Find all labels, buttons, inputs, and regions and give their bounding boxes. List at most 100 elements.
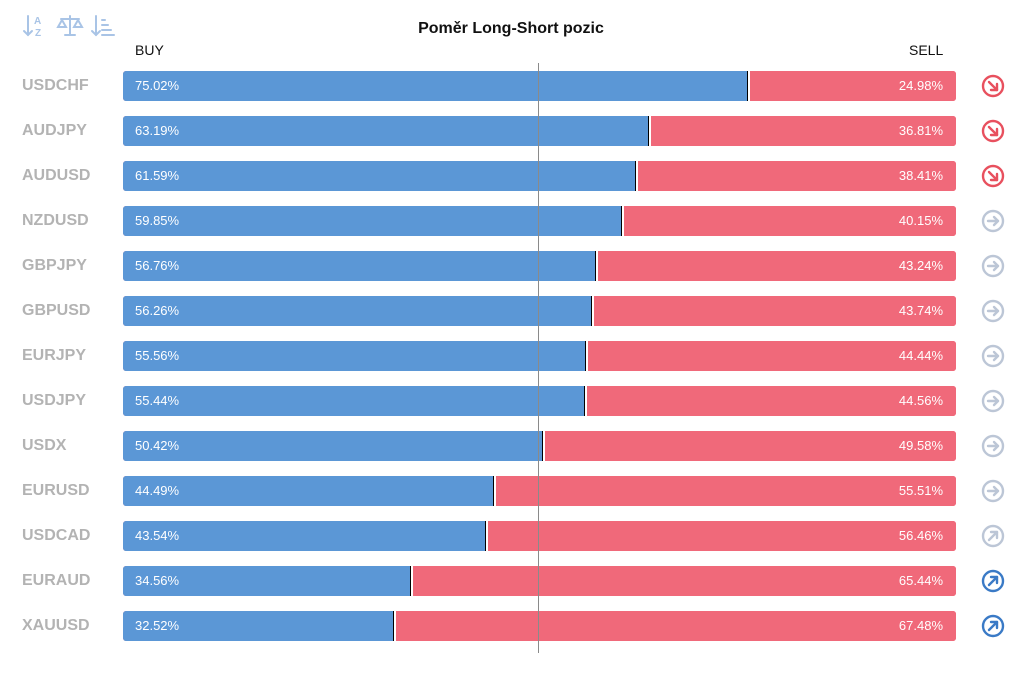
bar-row: AUDUSD 61.59% 38.41% [0,153,1022,198]
buy-value-label: 56.26% [135,303,180,318]
buy-bar [123,116,650,146]
buy-value-label: 63.19% [135,123,180,138]
arrow-down-right-icon[interactable] [981,74,1005,98]
stacked-bar: 75.02% 24.98% [123,71,956,101]
bar-divider [648,116,652,146]
bar-row: USDX 50.42% 49.58% [0,423,1022,468]
sell-bar [591,296,956,326]
symbol-label: EURJPY [22,347,87,364]
bar-divider [392,611,396,641]
buy-bar [123,476,494,506]
buy-value-label: 43.54% [135,528,180,543]
stacked-bar: 43.54% 56.46% [123,521,956,551]
bar-divider [594,251,598,281]
buy-bar [123,71,748,101]
bar-row: NZDUSD 59.85% 40.15% [0,198,1022,243]
sell-value-label: 38.41% [898,168,943,183]
symbol-label: XAUUSD [22,617,90,634]
arrow-up-right-icon[interactable] [981,569,1005,593]
arrow-right-icon[interactable] [981,434,1005,458]
sell-value-label: 44.44% [898,348,943,363]
arrow-down-right-icon[interactable] [981,119,1005,143]
chart-title: Poměr Long-Short pozic [418,20,604,37]
arrow-right-icon[interactable] [981,254,1005,278]
sell-value-label: 40.15% [898,213,943,228]
bar-row: GBPUSD 56.26% 43.74% [0,288,1022,333]
arrow-right-icon[interactable] [981,299,1005,323]
bar-divider [584,341,588,371]
sell-bar [636,161,956,191]
symbol-label: USDJPY [22,392,87,409]
bar-divider [583,386,587,416]
buy-value-label: 55.56% [135,348,180,363]
buy-value-label: 75.02% [135,78,180,93]
arrow-right-icon[interactable] [981,209,1005,233]
svg-text:Z: Z [35,28,41,39]
arrow-up-right-icon[interactable] [981,614,1005,638]
buy-bar [123,386,585,416]
svg-text:A: A [34,16,41,27]
bar-divider [746,71,750,101]
sell-bar [585,341,956,371]
stacked-bar: 59.85% 40.15% [123,206,956,236]
bar-row: USDJPY 55.44% 44.56% [0,378,1022,423]
stacked-bar: 56.26% 43.74% [123,296,956,326]
bar-row: EURAUD 34.56% 65.44% [0,558,1022,603]
balance-scale-icon[interactable] [56,12,84,40]
symbol-label: GBPUSD [22,302,91,319]
bar-row: EURJPY 55.56% 44.44% [0,333,1022,378]
bar-divider [635,161,639,191]
bar-divider [484,521,488,551]
arrow-down-right-icon[interactable] [981,164,1005,188]
stacked-bar: 34.56% 65.44% [123,566,956,596]
sell-bar [584,386,956,416]
bar-row: USDCHF 75.02% 24.98% [0,63,1022,108]
reference-line-50 [538,63,539,653]
symbol-label: EURUSD [22,482,90,499]
sell-value-label: 44.56% [898,393,943,408]
symbol-label: USDCHF [22,77,89,94]
buy-bar [123,251,596,281]
stacked-bar: 50.42% 49.58% [123,431,956,461]
symbol-label: USDCAD [22,527,91,544]
buy-value-label: 34.56% [135,573,180,588]
sell-value-label: 55.51% [898,483,943,498]
bar-divider [492,476,496,506]
buy-bar [123,296,592,326]
buy-bar [123,161,637,191]
sell-value-label: 36.81% [898,123,943,138]
buy-bar [123,611,394,641]
sell-bar [595,251,956,281]
sort-descending-icon[interactable] [90,12,118,40]
buy-label: BUY [135,42,164,58]
stacked-bar: 32.52% 67.48% [123,611,956,641]
sell-bar [485,521,956,551]
buy-value-label: 56.76% [135,258,180,273]
symbol-label: NZDUSD [22,212,89,229]
arrow-up-right-icon[interactable] [981,524,1005,548]
buy-value-label: 50.42% [135,438,180,453]
sell-bar [543,431,956,461]
buy-bar [123,341,586,371]
sell-value-label: 56.46% [898,528,943,543]
bar-row: XAUUSD 32.52% 67.48% [0,603,1022,648]
sell-value-label: 65.44% [898,573,943,588]
sell-value-label: 49.58% [898,438,943,453]
sell-value-label: 67.48% [898,618,943,633]
symbol-label: EURAUD [22,572,91,589]
sort-alphabetical-icon[interactable]: A Z [22,12,50,40]
buy-value-label: 55.44% [135,393,180,408]
toolbar: A Z [22,12,118,40]
stacked-bar: 55.44% 44.56% [123,386,956,416]
arrow-right-icon[interactable] [981,479,1005,503]
sell-value-label: 24.98% [898,78,943,93]
bar-row: AUDJPY 63.19% 36.81% [0,108,1022,153]
sell-bar [493,476,956,506]
arrow-right-icon[interactable] [981,389,1005,413]
stacked-bar: 55.56% 44.44% [123,341,956,371]
sell-value-label: 43.24% [898,258,943,273]
bar-row: EURUSD 44.49% 55.51% [0,468,1022,513]
bar-divider [590,296,594,326]
arrow-right-icon[interactable] [981,344,1005,368]
